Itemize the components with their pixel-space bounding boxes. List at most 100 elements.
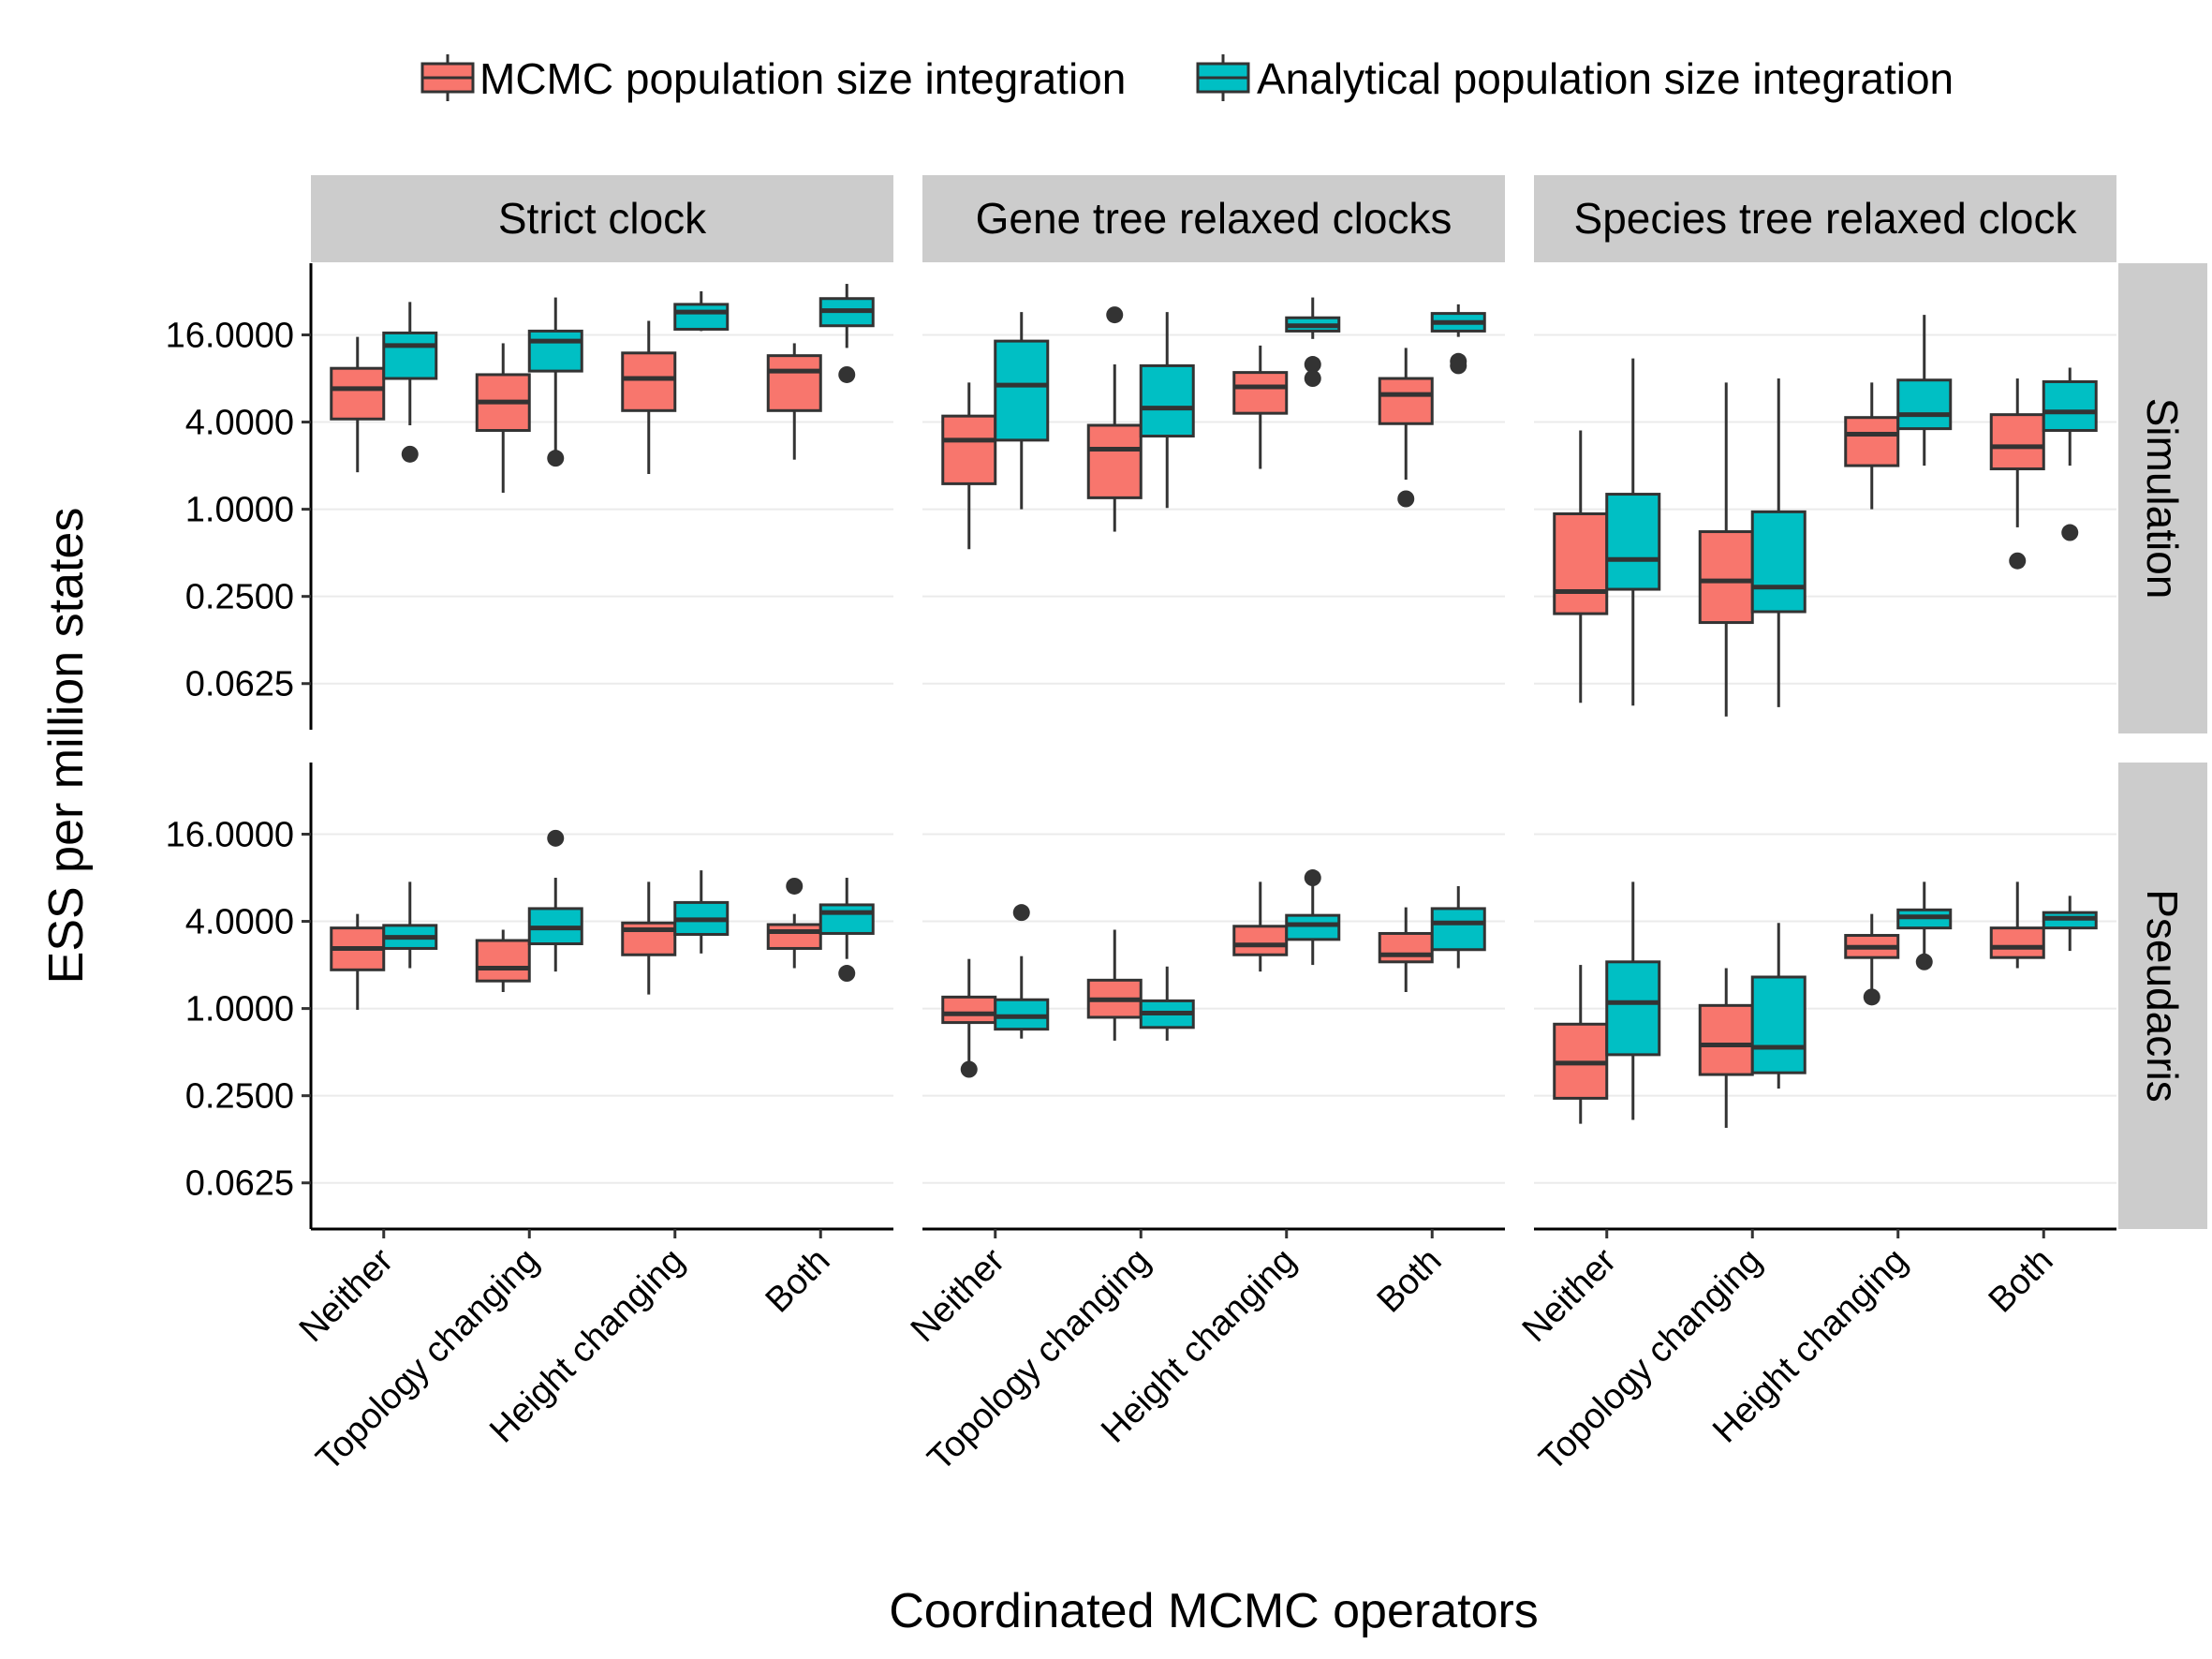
box (527, 329, 583, 373)
y-axis-pseudacris: 16.0000 4.0000 1.0000 0.2500 0.0625 (166, 763, 313, 1229)
panel-simulation-gene-tree-relaxed-clocks (922, 297, 1505, 685)
panel-pseudacris-species-tree-relaxed-clock-analytical-both (2042, 896, 2098, 952)
x-axis-title: Coordinated MCMC operators (889, 1584, 1539, 1638)
outlier-point (1304, 370, 1321, 388)
outlier-point (2009, 552, 2027, 570)
panel-simulation-gene-tree-relaxed-clocks-analytical-height-changing (1285, 297, 1341, 388)
box (1232, 925, 1289, 956)
outlier-point (401, 445, 419, 463)
panel-pseudacris-strict-clock-mcmc-height-changing (621, 881, 677, 995)
strip-label-strict-clock: Strict clock (498, 194, 707, 243)
panel-pseudacris-gene-tree-relaxed-clocks-mcmc-height-changing (1232, 881, 1289, 972)
box (941, 995, 997, 1025)
box (621, 351, 677, 412)
legend-label-mcmc: MCMC population size integration (479, 54, 1126, 103)
strip-label-gene-tree-relaxed-clocks: Gene tree relaxed clocks (976, 194, 1453, 243)
legend-item-mcmc: MCMC population size integration (420, 54, 1126, 103)
outlier-point (838, 965, 856, 983)
box (382, 331, 438, 380)
panel-simulation-species-tree-relaxed-clock-mcmc-neither (1553, 430, 1609, 704)
panel-simulation-strict-clock-analytical-both (818, 284, 875, 383)
panel-pseudacris-species-tree-relaxed-clock-analytical-height-changing (1896, 881, 1953, 970)
panel-pseudacris-species-tree-relaxed-clock-analytical-topology-changing (1750, 923, 1806, 1089)
panel-simulation-strict-clock-mcmc-neither (330, 336, 386, 473)
panel-pseudacris-species-tree-relaxed-clock-mcmc-height-changing (1844, 913, 1900, 1006)
box (1232, 371, 1289, 415)
panel-simulation-species-tree-relaxed-clock-analytical-neither (1605, 358, 1661, 706)
box (941, 414, 997, 485)
panel-pseudacris-gene-tree-relaxed-clocks-mcmc-neither (941, 958, 997, 1078)
box (994, 339, 1050, 442)
panel-pseudacris-gene-tree-relaxed-clocks-mcmc-topology-changing (1086, 929, 1143, 1041)
y-axis-pseudacris-tick-label: 16.0000 (166, 815, 294, 854)
box (766, 354, 822, 412)
outlier-point (1915, 953, 1933, 970)
panel-simulation-species-tree-relaxed-clock-mcmc-topology-changing (1698, 382, 1754, 717)
y-axis-simulation-tick-label: 0.0625 (185, 665, 294, 704)
panel-simulation-strict-clock-mcmc-topology-changing (475, 343, 531, 493)
outlier-point (1012, 904, 1030, 922)
panel-simulation-species-tree-relaxed-clock-analytical-both (2042, 367, 2098, 541)
box (1750, 975, 1806, 1074)
box (1896, 378, 1953, 431)
box (1378, 377, 1434, 425)
panel-simulation-species-tree-relaxed-clock-analytical-height-changing (1896, 315, 1953, 467)
panel-pseudacris-strict-clock-analytical-topology-changing (527, 829, 583, 972)
panel-pseudacris-gene-tree-relaxed-clocks-analytical-neither (994, 904, 1050, 1039)
y-axis-simulation: 16.0000 4.0000 1.0000 0.2500 0.0625 (166, 263, 313, 730)
y-axis-simulation-tick-label: 1.0000 (185, 491, 294, 530)
box (1989, 413, 2045, 471)
panel-simulation-species-tree-relaxed-clock-analytical-topology-changing (1750, 378, 1806, 707)
panel-simulation-strict-clock-analytical-neither (382, 302, 438, 463)
box (1698, 530, 1754, 625)
panel-pseudacris-strict-clock-mcmc-both (766, 877, 822, 969)
panel-pseudacris-gene-tree-relaxed-clocks-analytical-topology-changing (1139, 966, 1195, 1041)
panel-simulation-gene-tree-relaxed-clocks-mcmc-height-changing (1232, 345, 1289, 469)
panel-simulation-strict-clock-mcmc-both (766, 343, 822, 460)
panel-pseudacris-strict-clock-mcmc-topology-changing (475, 929, 531, 992)
strip-background-strict-clock (311, 175, 893, 262)
strip-background-simulation (2118, 263, 2207, 733)
outlier-point (547, 450, 565, 467)
panel-pseudacris-species-tree-relaxed-clock-mcmc-neither (1553, 965, 1609, 1124)
panel-simulation-gene-tree-relaxed-clocks-mcmc-both (1378, 348, 1434, 508)
strip-label-species-tree-relaxed-clock: Species tree relaxed clock (1574, 194, 2078, 243)
panel-simulation-gene-tree-relaxed-clocks-analytical-topology-changing (1139, 312, 1195, 509)
legend-item-analytical: Analytical population size integration (1196, 54, 1954, 103)
box (1086, 423, 1143, 499)
outlier-point (1450, 357, 1467, 375)
panel-pseudacris-gene-tree-relaxed-clocks-mcmc-both (1378, 907, 1434, 992)
strip-background-gene-tree-relaxed-clocks (922, 175, 1505, 262)
panel-simulation-strict-clock-analytical-height-changing (673, 290, 730, 332)
box (2042, 379, 2098, 433)
strip-background-species-tree-relaxed-clock (1534, 175, 2116, 262)
box (1553, 511, 1609, 615)
panel-pseudacris-strict-clock-analytical-height-changing (673, 870, 730, 954)
panel-pseudacris-species-tree-relaxed-clock (1534, 833, 2116, 1184)
outlier-point (1397, 490, 1415, 508)
y-axis-pseudacris-tick-label: 1.0000 (185, 990, 294, 1029)
strip-label-simulation: Simulation (2138, 398, 2187, 600)
panel-simulation-strict-clock (311, 284, 893, 685)
outlier-point (1106, 306, 1124, 324)
panel-pseudacris-strict-clock-analytical-neither (382, 881, 438, 969)
y-axes: 16.0000 4.0000 1.0000 0.2500 0.0625 16.0000 4.… (166, 263, 313, 1229)
y-axis-title: ESS per million states (39, 508, 94, 985)
outlier-point (1304, 356, 1321, 374)
y-axis-simulation-tick-label: 0.2500 (185, 578, 294, 617)
y-axis-pseudacris-tick-label: 0.2500 (185, 1077, 294, 1117)
box (818, 903, 875, 935)
strip-rows: Simulation Pseudacris (2118, 263, 2207, 1229)
box (1605, 493, 1661, 591)
panel-pseudacris-gene-tree-relaxed-clocks-analytical-height-changing (1285, 869, 1341, 966)
panel-pseudacris-gene-tree-relaxed-clocks (922, 833, 1505, 1184)
box (766, 923, 822, 950)
box (475, 939, 531, 983)
legend-label-analytical: Analytical population size integration (1257, 54, 1954, 103)
box (1989, 926, 2045, 959)
panel-simulation-species-tree-relaxed-clock (1534, 315, 2116, 717)
y-axis-simulation-tick-label: 16.0000 (166, 316, 294, 355)
box (1378, 931, 1434, 964)
